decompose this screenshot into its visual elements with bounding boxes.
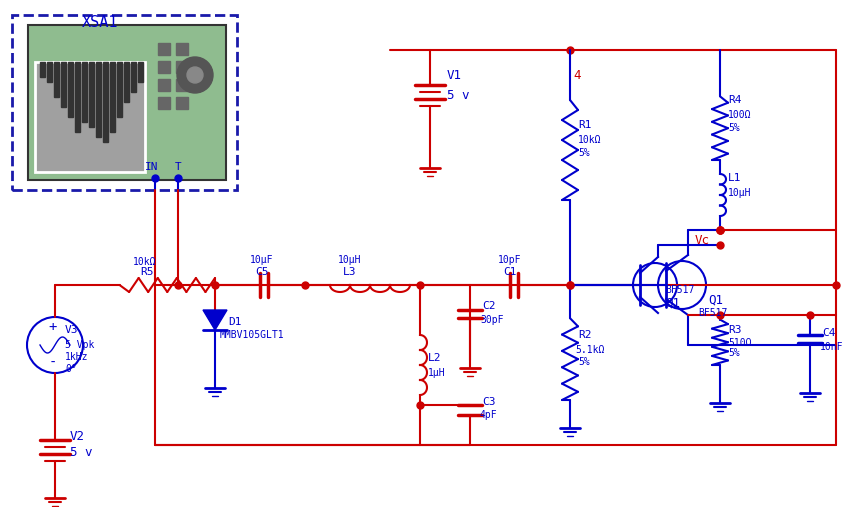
Text: L1: L1 bbox=[728, 173, 740, 183]
Bar bbox=[158, 61, 170, 73]
Text: D1: D1 bbox=[228, 317, 241, 327]
Bar bbox=[61, 62, 66, 107]
Text: C2: C2 bbox=[481, 301, 495, 311]
Text: 5%: 5% bbox=[728, 123, 739, 133]
Text: 5 v: 5 v bbox=[447, 89, 469, 101]
Bar bbox=[47, 62, 52, 82]
Text: R1: R1 bbox=[578, 120, 591, 130]
Text: 5%: 5% bbox=[578, 357, 589, 367]
Text: C4: C4 bbox=[821, 328, 834, 338]
Bar bbox=[138, 62, 143, 82]
Bar bbox=[110, 62, 115, 132]
Bar bbox=[82, 62, 87, 122]
Text: Q1: Q1 bbox=[707, 294, 722, 307]
Bar bbox=[131, 62, 136, 92]
Circle shape bbox=[187, 67, 202, 83]
Text: -: - bbox=[49, 356, 57, 370]
Text: 100Ω: 100Ω bbox=[728, 110, 751, 120]
Text: BF517: BF517 bbox=[664, 285, 694, 295]
Text: IN: IN bbox=[146, 162, 158, 172]
Bar bbox=[102, 62, 108, 142]
Text: 5.1kΩ: 5.1kΩ bbox=[574, 345, 604, 355]
Text: Vc: Vc bbox=[694, 234, 709, 246]
Circle shape bbox=[177, 57, 213, 93]
Bar bbox=[176, 97, 188, 109]
Text: C3: C3 bbox=[481, 397, 495, 407]
Bar bbox=[96, 62, 101, 137]
Bar bbox=[89, 62, 94, 127]
Bar bbox=[117, 62, 122, 117]
Text: 5%: 5% bbox=[728, 348, 739, 358]
Bar bbox=[176, 79, 188, 91]
Text: R5: R5 bbox=[139, 267, 153, 277]
Text: 5 Vpk: 5 Vpk bbox=[65, 340, 94, 350]
Bar bbox=[40, 62, 45, 77]
Text: 10kΩ: 10kΩ bbox=[133, 257, 157, 267]
Bar bbox=[75, 62, 80, 132]
Text: C5: C5 bbox=[255, 267, 268, 277]
Text: 0°: 0° bbox=[65, 364, 77, 374]
Text: 10kΩ: 10kΩ bbox=[578, 135, 601, 145]
Bar bbox=[176, 61, 188, 73]
Text: 1kHz: 1kHz bbox=[65, 352, 89, 362]
Bar bbox=[158, 79, 170, 91]
Text: XSA1: XSA1 bbox=[82, 15, 118, 29]
Text: 10μF: 10μF bbox=[250, 255, 273, 265]
Text: 10μH: 10μH bbox=[728, 188, 751, 198]
Bar bbox=[158, 43, 170, 55]
FancyBboxPatch shape bbox=[28, 25, 226, 180]
Polygon shape bbox=[202, 310, 226, 330]
Text: 30pF: 30pF bbox=[480, 315, 503, 325]
Text: MMBV105GLT1: MMBV105GLT1 bbox=[220, 330, 284, 340]
Text: C1: C1 bbox=[503, 267, 516, 277]
Bar bbox=[68, 62, 73, 117]
Text: 510Ω: 510Ω bbox=[728, 338, 751, 348]
Text: +: + bbox=[49, 320, 57, 334]
Text: T: T bbox=[175, 162, 181, 172]
Text: Q1: Q1 bbox=[664, 297, 679, 309]
Text: 10pF: 10pF bbox=[498, 255, 521, 265]
Text: V1: V1 bbox=[447, 68, 461, 82]
Text: R3: R3 bbox=[728, 325, 740, 335]
Text: R4: R4 bbox=[728, 95, 740, 105]
Text: L2: L2 bbox=[428, 353, 441, 363]
Text: 5%: 5% bbox=[578, 148, 589, 158]
FancyBboxPatch shape bbox=[12, 15, 237, 190]
FancyBboxPatch shape bbox=[35, 62, 145, 172]
Bar bbox=[54, 62, 59, 97]
Text: BF517: BF517 bbox=[697, 308, 727, 318]
Text: L3: L3 bbox=[343, 267, 356, 277]
Text: 4: 4 bbox=[573, 68, 579, 82]
Text: 1μH: 1μH bbox=[428, 368, 445, 378]
Bar bbox=[158, 97, 170, 109]
Text: 4pF: 4pF bbox=[480, 410, 497, 420]
Text: V2: V2 bbox=[70, 430, 85, 444]
Text: 10μH: 10μH bbox=[338, 255, 361, 265]
Text: V3: V3 bbox=[65, 325, 78, 335]
Text: 5 v: 5 v bbox=[70, 446, 92, 458]
Text: 10nF: 10nF bbox=[819, 342, 843, 352]
Bar bbox=[124, 62, 129, 102]
Text: R2: R2 bbox=[578, 330, 591, 340]
Bar bbox=[176, 43, 188, 55]
